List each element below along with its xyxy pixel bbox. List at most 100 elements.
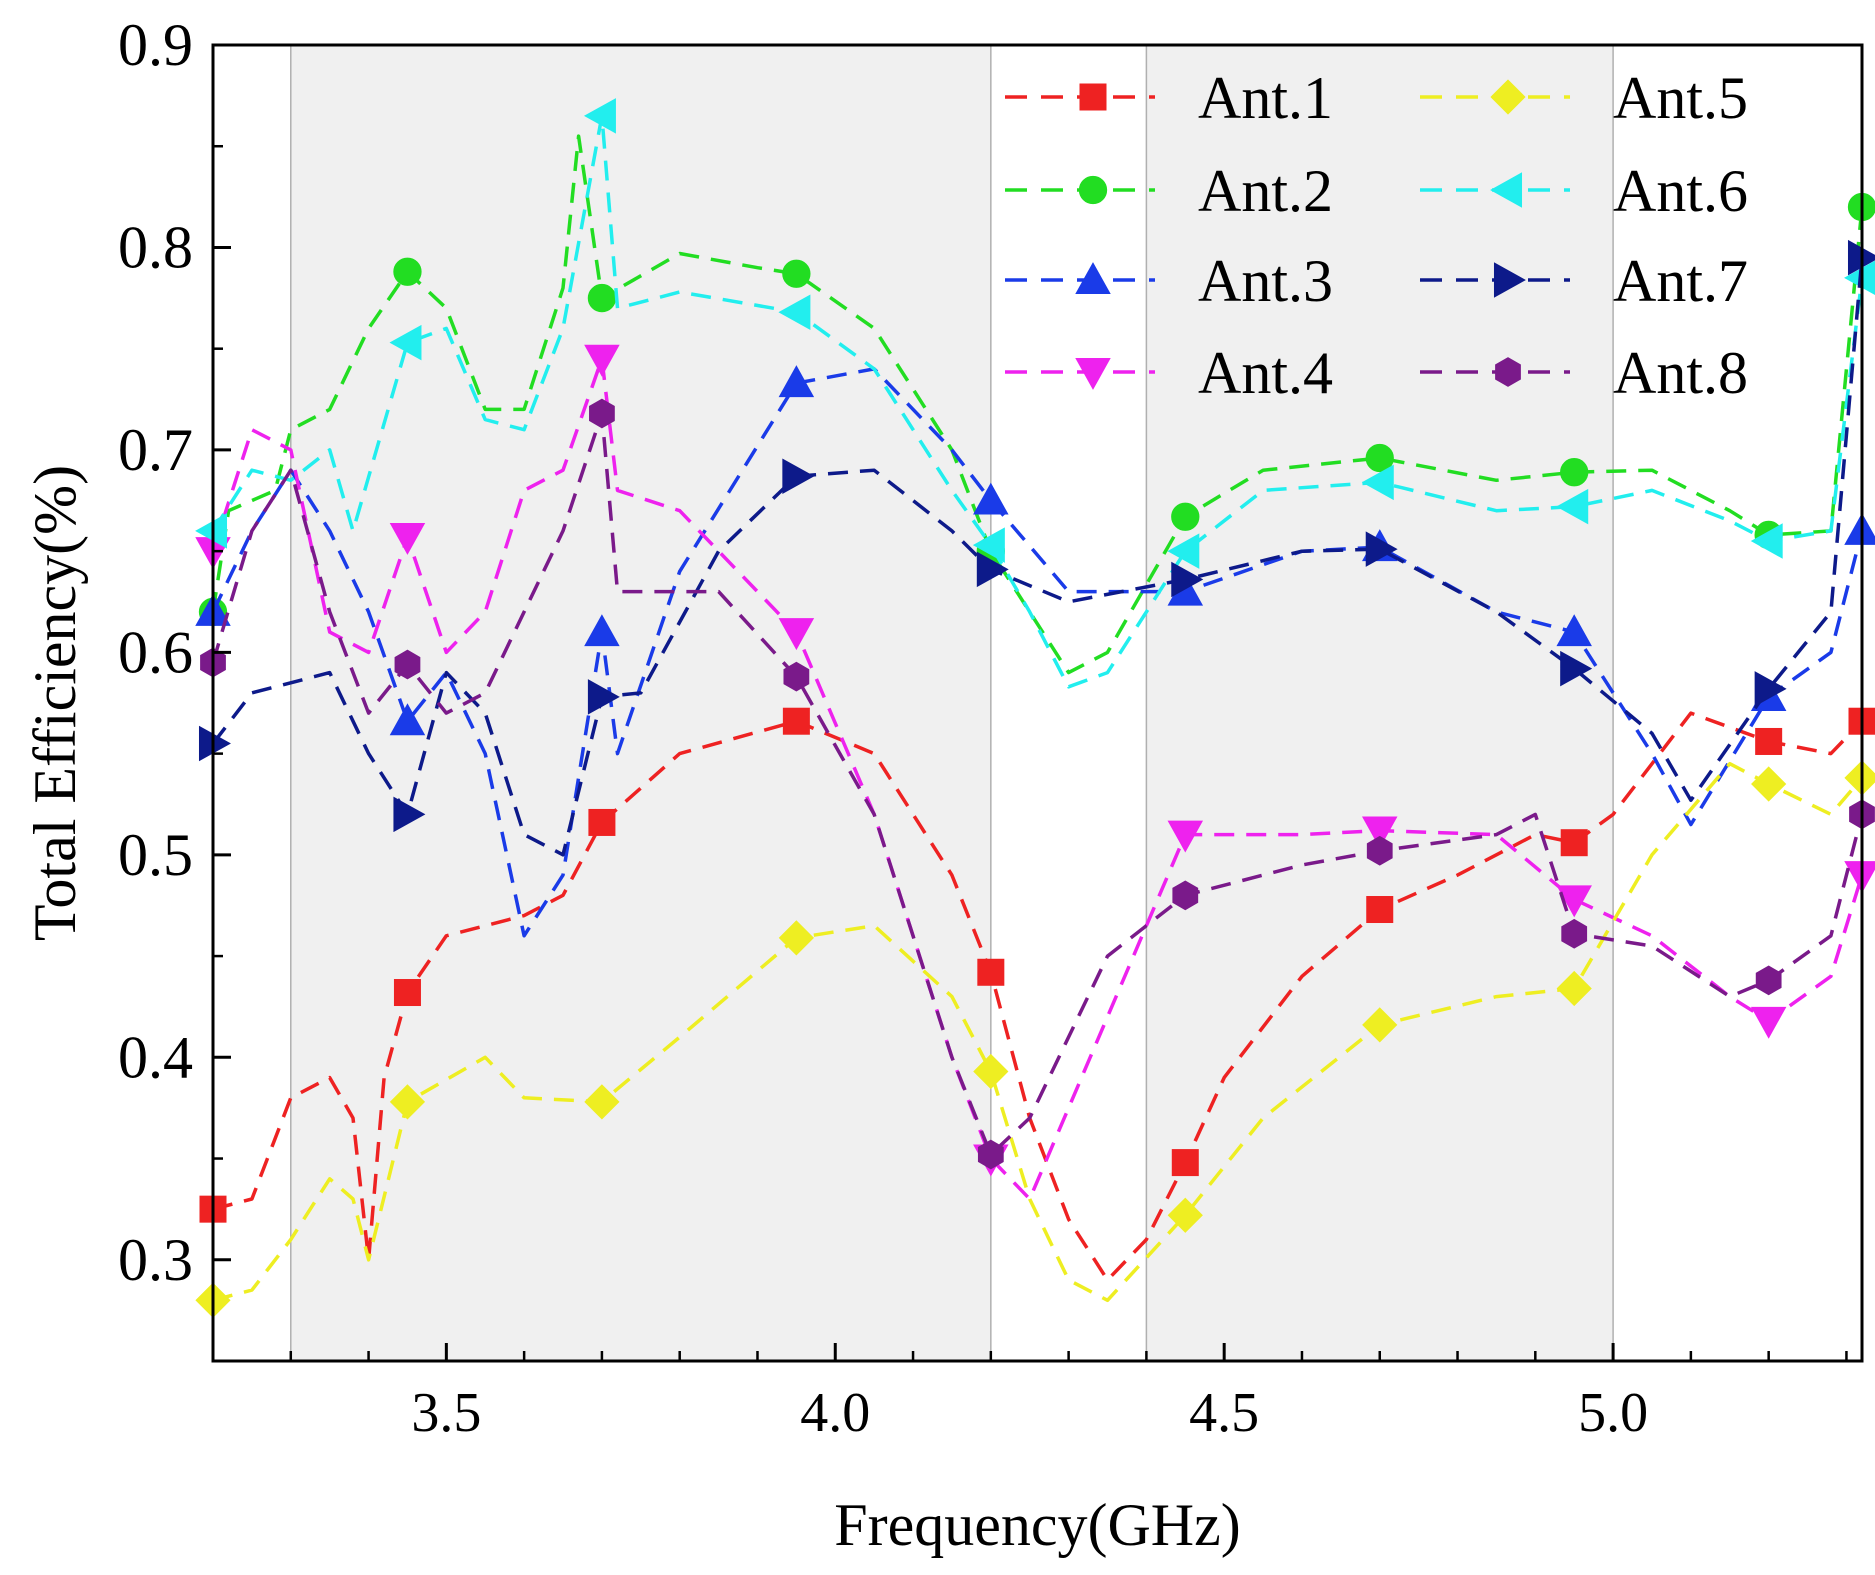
legend-entry: Ant.2 [1005, 158, 1333, 224]
data-point [1751, 766, 1787, 802]
data-point [1561, 918, 1588, 949]
series-ant-1 [199, 707, 1875, 1282]
series-ant-5 [195, 760, 1875, 1318]
legend-entry: Ant.3 [1005, 248, 1333, 314]
legend-entry: Ant.4 [1005, 340, 1333, 406]
data-point [393, 257, 422, 286]
data-point [1755, 965, 1782, 996]
series-line [211, 257, 1864, 857]
legend-label: Ant.5 [1613, 65, 1748, 131]
data-point [588, 808, 616, 836]
x-tick-label: 3.5 [411, 1382, 481, 1444]
data-point [1366, 896, 1394, 924]
legend-label: Ant.7 [1613, 248, 1748, 314]
shaded-band [290, 44, 992, 1362]
legend-marker [1495, 357, 1521, 387]
legend-label: Ant.8 [1613, 340, 1748, 406]
legend-marker [1075, 357, 1111, 390]
axis-ticks: 3.5 4.0 4.5 5.0 0.3 0.4 0.5 0.6 0.7 0.8 0.9 [118, 12, 1848, 1444]
legend-label: Ant.4 [1198, 340, 1333, 406]
data-point [1167, 820, 1204, 853]
y-tick-label: 0.4 [118, 1024, 193, 1090]
data-point [782, 259, 811, 288]
data-point [584, 344, 620, 377]
data-point [782, 707, 810, 735]
shaded-band [1145, 44, 1614, 1362]
y-tick-label: 0.7 [118, 417, 193, 483]
data-point [389, 703, 426, 736]
legend-label: Ant.6 [1613, 158, 1748, 224]
data-point [778, 618, 815, 651]
legend: Ant.1 Ant.2 Ant.3 Ant.4 Ant.5 Ant.6 Ant.7 Ant.8 [1005, 65, 1748, 406]
legend-entry: Ant.7 [1420, 248, 1748, 314]
data-point [778, 920, 814, 956]
data-point [1171, 502, 1200, 531]
legend-marker [1079, 83, 1107, 111]
data-point [587, 679, 620, 715]
series-ant-7 [198, 239, 1875, 857]
y-tick-label: 0.5 [118, 822, 193, 888]
data-point [584, 614, 620, 647]
data-point [778, 365, 815, 398]
data-point [587, 283, 617, 313]
data-point [973, 1053, 1009, 1090]
data-point [589, 398, 615, 429]
legend-marker [1490, 172, 1523, 208]
data-point [977, 958, 1005, 986]
legend-entry: Ant.8 [1420, 340, 1748, 406]
data-point [1167, 1197, 1203, 1233]
data-point [1171, 561, 1204, 598]
data-point [783, 661, 810, 692]
data-point [1172, 880, 1199, 911]
x-tick-label: 4.5 [1189, 1382, 1259, 1444]
data-point [1750, 1006, 1787, 1039]
data-point [389, 1084, 426, 1120]
data-point [195, 513, 228, 549]
data-point [1844, 512, 1875, 545]
y-tick-label: 0.9 [118, 12, 193, 78]
data-point [1365, 443, 1394, 473]
y-tick-label: 0.3 [118, 1227, 193, 1293]
data-point [1755, 727, 1783, 755]
legend-entry: Ant.1 [1005, 65, 1333, 131]
data-point [1556, 970, 1592, 1007]
data-point [393, 796, 426, 833]
legend-marker [1493, 262, 1526, 298]
data-point [1171, 1149, 1199, 1177]
data-point [1556, 614, 1592, 647]
data-point [1560, 829, 1588, 857]
data-point [389, 522, 426, 555]
data-point [973, 482, 1009, 515]
data-point [1560, 650, 1593, 687]
data-point [972, 527, 1005, 563]
data-point [1366, 835, 1393, 866]
data-point [782, 458, 815, 494]
y-axis-label: Total Efficiency(%) [22, 465, 88, 941]
data-point [1560, 458, 1589, 487]
data-point [1556, 885, 1592, 918]
legend-label: Ant.3 [1198, 248, 1333, 314]
plot-frame [211, 43, 1864, 1363]
legend-entry: Ant.6 [1420, 158, 1748, 224]
data-point [198, 725, 231, 762]
data-point [1556, 488, 1589, 525]
data-point [1361, 816, 1398, 849]
series-line [212, 711, 1864, 1282]
shaded-bands [290, 44, 1614, 1362]
data-point [977, 1139, 1004, 1170]
data-point [1361, 464, 1394, 501]
data-point [1362, 1007, 1398, 1043]
x-tick-label: 4.0 [800, 1382, 870, 1444]
y-tick-label: 0.6 [118, 619, 193, 685]
data-point [1750, 523, 1783, 559]
data-point [393, 979, 421, 1007]
x-axis-label: Frequency(GHz) [834, 1492, 1241, 1558]
data-point [1844, 760, 1875, 796]
y-tick-label: 0.8 [118, 214, 193, 280]
legend-marker [1078, 175, 1108, 205]
data-point [389, 324, 422, 361]
legend-label: Ant.2 [1198, 158, 1333, 224]
legend-entry: Ant.5 [1420, 65, 1748, 131]
data-point [976, 551, 1009, 588]
